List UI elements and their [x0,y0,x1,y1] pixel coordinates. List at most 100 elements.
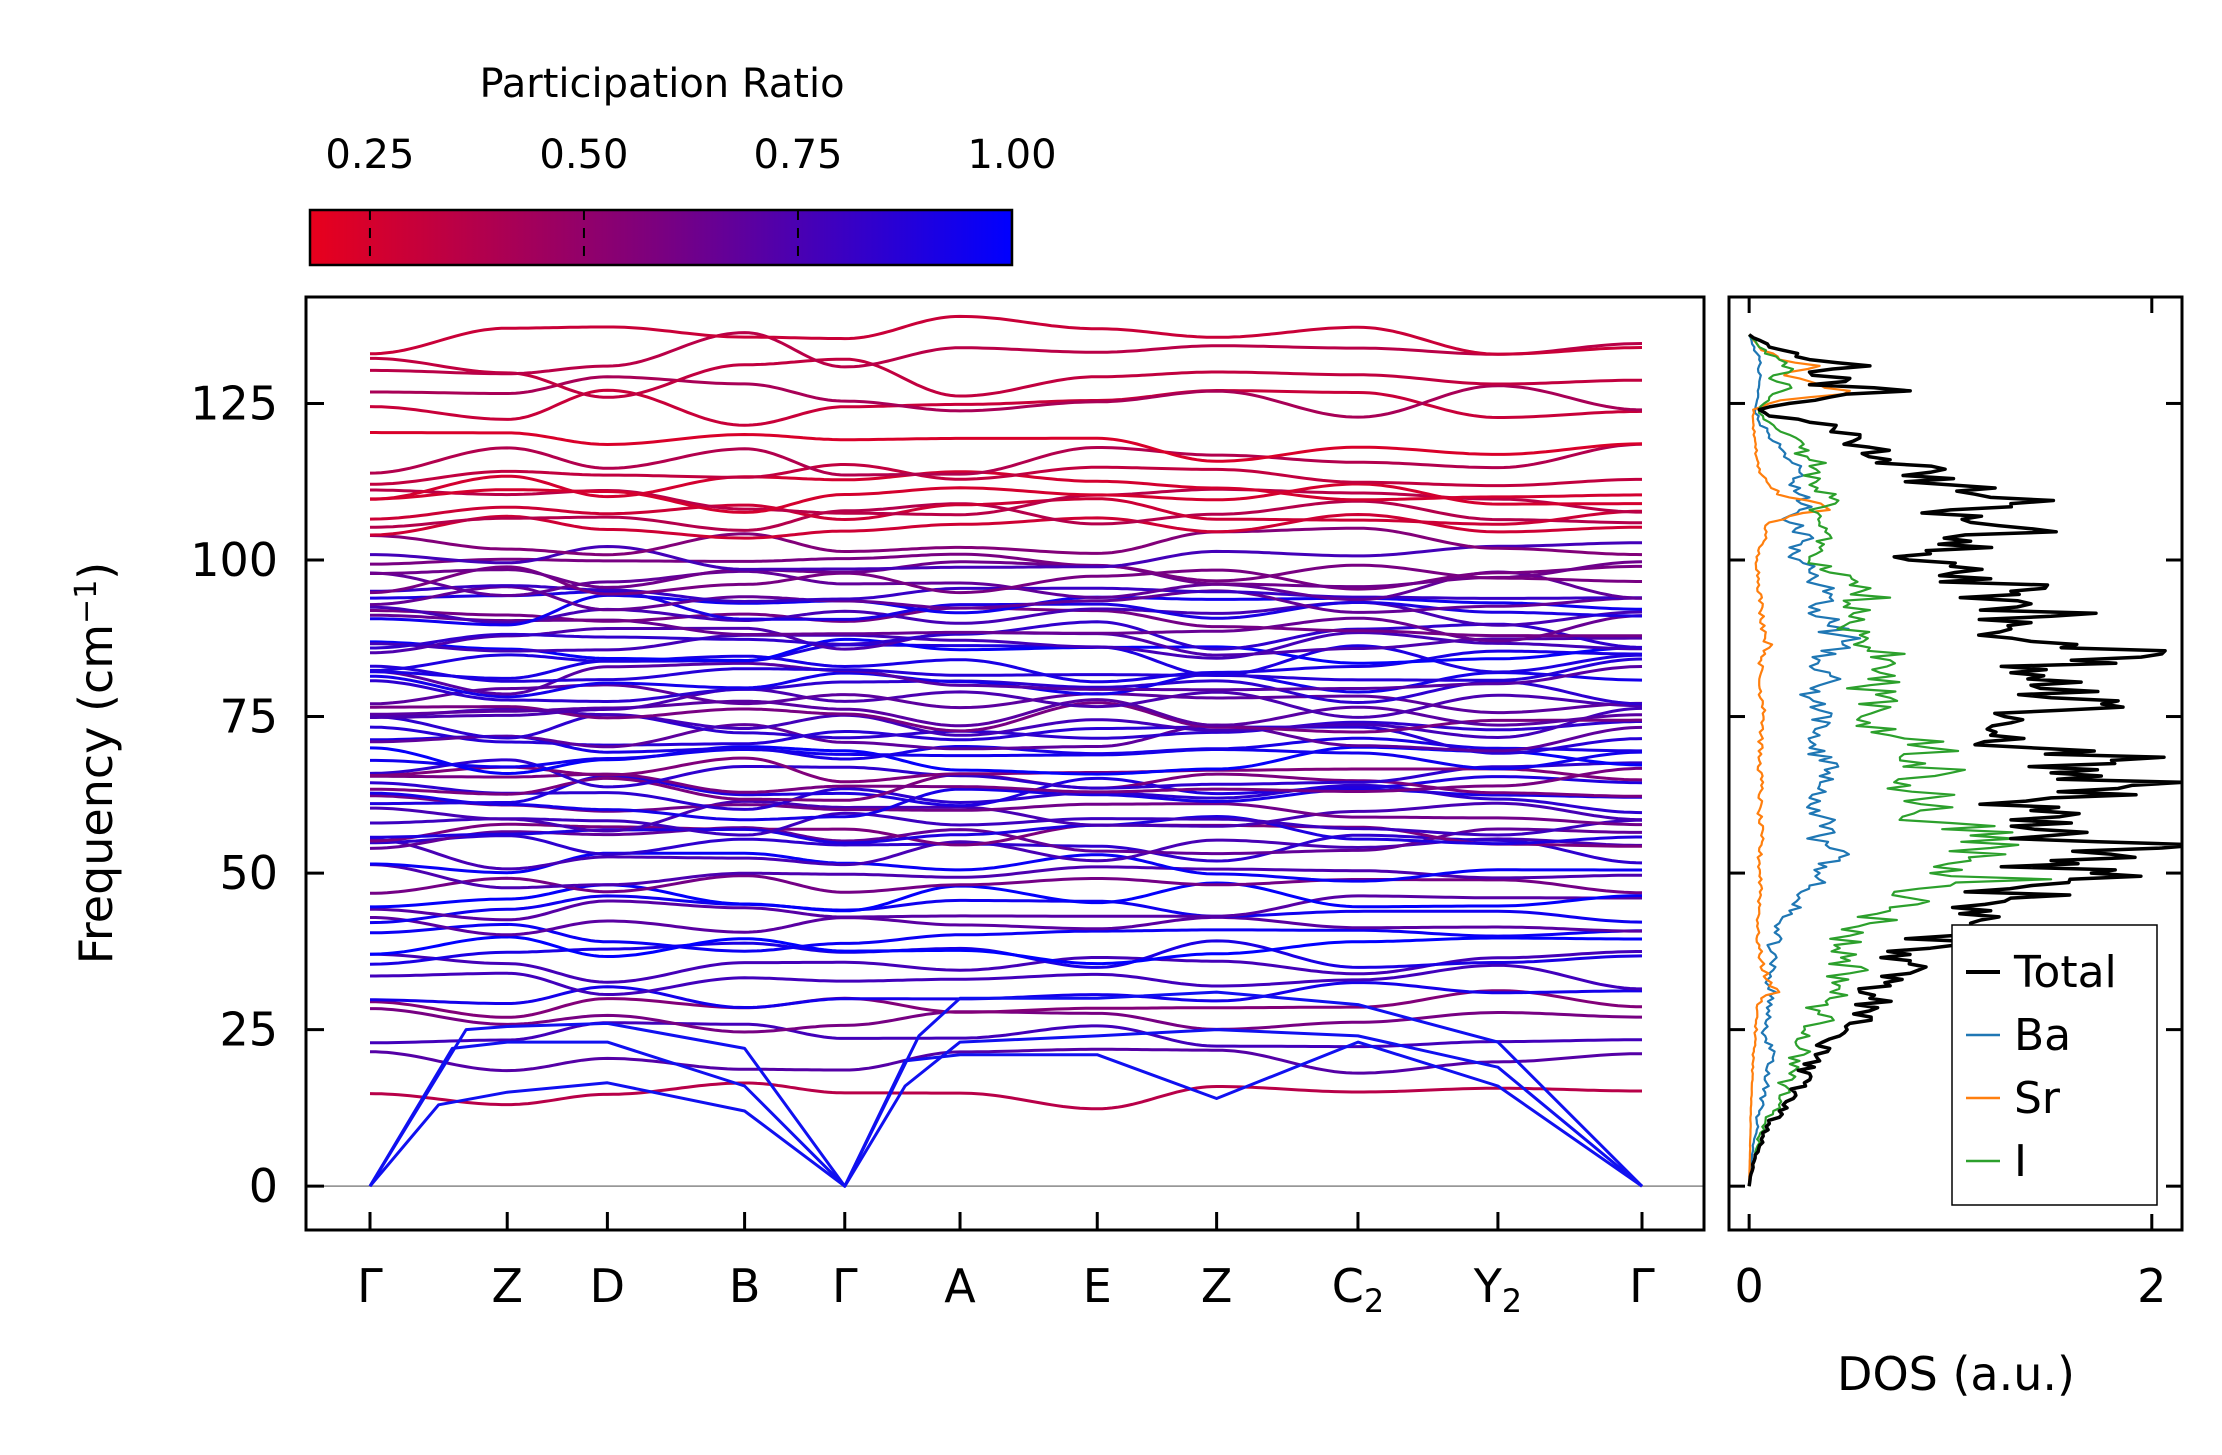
dos-line-sr [1748,333,1851,1187]
optical-branch [369,314,1643,356]
y-tick-label: 100 [190,533,278,587]
optical-branch [370,590,1642,621]
dos-x-axis-title: DOS (a.u.) [1837,1347,2075,1401]
optical-branch [370,748,1643,771]
band-y-ticks: 0 25 50 75 100 125 [190,376,324,1213]
optical-branch [370,560,1643,589]
optical-branch [369,894,1642,922]
optical-branch [369,758,1642,790]
colorbar-tick-label: 0.50 [539,132,628,178]
legend-label: Sr [2014,1073,2061,1124]
optical-branch [370,756,1643,784]
x-tick-label: A [944,1259,976,1313]
x-tick-label: Z [491,1259,523,1313]
x-tick-label: Γ [1629,1259,1655,1313]
x-tick-label: Γ [832,1259,858,1313]
optical-branch [370,687,1643,719]
dos-line-ba [1748,334,1862,1187]
optical-branch [369,512,1642,540]
optical-branch [369,1081,1642,1111]
y-tick-label: 0 [249,1159,278,1213]
band-plot-frame [304,295,1706,1232]
dos-x-tick-label: 2 [2137,1259,2166,1313]
phonon-bands [306,314,1704,1188]
optical-branch [370,766,1642,794]
optical-branch [370,814,1642,846]
optical-branch [370,989,1643,1019]
dos-plot-frame [1727,295,2184,1232]
optical-branch [369,497,1643,526]
optical-branch [370,734,1642,761]
dos-x-tick-label: 0 [1734,1259,1763,1313]
optical-branch [369,442,1643,477]
y-axis-title: Frequency (cm−1) [69,562,123,965]
y-tick-label: 75 [219,690,278,744]
optical-branch [370,963,1643,996]
legend-label: Total [2013,947,2117,998]
colorbar-tick-label: 1.00 [967,132,1056,178]
optical-branch [370,637,1643,665]
colorbar-gradient [308,208,1014,267]
band-x-ticks: Γ Z D B Γ A E Z C2 Y2 Γ [357,1212,1655,1320]
acoustic-branch [368,990,1644,1188]
legend-label: Ba [2014,1010,2071,1061]
y-tick-label: 25 [219,1003,278,1057]
x-tick-label: E [1083,1259,1112,1313]
optical-branch [369,939,1643,969]
dos-legend: Total Ba Sr I [1951,924,2158,1206]
optical-branch [370,431,1643,463]
x-tick-label: Γ [357,1259,383,1313]
optical-branch [369,569,1643,602]
colorbar-tick-label: 0.75 [753,132,842,178]
optical-branch [370,851,1642,883]
optical-branch [369,826,1642,856]
y-tick-label: 50 [219,846,278,900]
optical-branch [370,463,1642,488]
dos-line-i [1748,333,2053,1187]
optical-branch [370,799,1642,833]
optical-branch [369,894,1643,925]
legend-label: I [2014,1136,2027,1187]
optical-branch [369,863,1642,890]
colorbar: Participation Ratio 0.25 0.50 0.75 1.00 [308,61,1057,267]
band-structure-panel: 0 25 50 75 100 125 Γ Z D B Γ A E Z C2 Y2 Γ Frequency (c… [69,295,1706,1320]
optical-branch [370,356,1642,399]
optical-branch [370,375,1643,419]
optical-branch [370,331,1643,376]
x-tick-label: B [729,1259,761,1313]
colorbar-title: Participation Ratio [479,61,844,107]
x-tick-label: Z [1201,1259,1233,1313]
optical-branch [370,620,1643,651]
optical-branch [369,585,1642,614]
optical-branch [370,811,1642,837]
optical-branch [369,526,1643,557]
optical-branch [370,701,1642,734]
optical-branch [369,935,1642,966]
x-tick-label: Y2 [1473,1259,1522,1320]
optical-branch [370,643,1642,678]
optical-branch [370,552,1642,583]
optical-branch [369,600,1643,627]
optical-branch [369,661,1643,696]
y-tick-label: 125 [190,376,278,430]
x-tick-label: C2 [1332,1259,1384,1320]
optical-branch [370,723,1643,753]
dos-line-total [1747,333,2182,1187]
optical-branch [370,915,1642,937]
colorbar-tick-label: 0.25 [325,132,414,178]
optical-branch [369,388,1643,427]
optical-branch [370,922,1642,953]
optical-branch [369,1047,1642,1075]
colorbar-ticks: 0.25 0.50 0.75 1.00 [325,132,1057,265]
optical-branch [370,657,1643,683]
dos-lines [1747,333,2182,1187]
optical-branch [370,950,1642,984]
acoustic-branch [368,1028,1643,1188]
optical-branch [370,631,1642,660]
optical-branch [370,541,1642,571]
optical-branch [369,470,1642,502]
x-tick-label: D [590,1259,625,1313]
